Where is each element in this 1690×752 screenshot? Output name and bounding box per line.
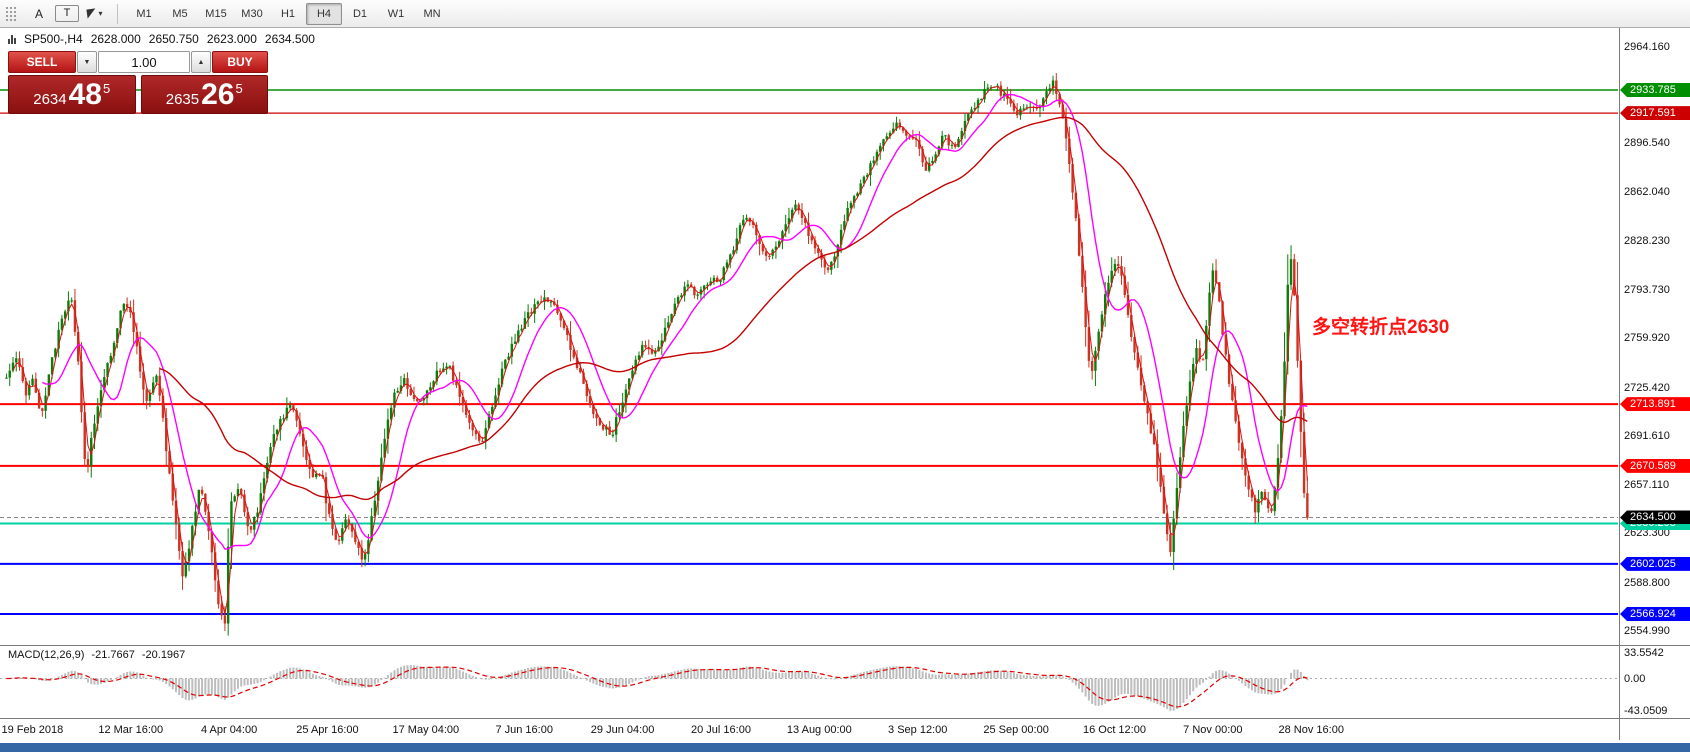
buy-price-display[interactable]: 2635 26 5	[140, 75, 268, 114]
sell-price-main: 2634	[33, 91, 67, 108]
time-axis-label[interactable]: 13 Aug 00:00	[786, 724, 852, 736]
time-axis-label[interactable]: 12 Mar 16:00	[98, 724, 164, 736]
time-axis-label[interactable]: 7 Nov 00:00	[1183, 724, 1243, 736]
sell-price-display[interactable]: 2634 48 5	[8, 75, 136, 114]
time-axis-label[interactable]: 7 Jun 16:00	[495, 724, 553, 736]
price-axis-tick[interactable]: 2554.990	[1624, 625, 1670, 638]
price-level-tag: 2602.025	[1620, 556, 1690, 571]
bottom-strip	[0, 743, 1690, 752]
time-axis-label[interactable]: 3 Sep 12:00	[888, 724, 948, 736]
price-level-tag: 2917.591	[1620, 106, 1690, 121]
time-axis-label[interactable]: 25 Apr 16:00	[296, 724, 359, 736]
price-level-tag: 2933.785	[1620, 83, 1690, 97]
macd-axis-tick[interactable]: 0.00	[1624, 672, 1646, 685]
timeframe-toolbar: M1 M5 M15 M30 H1 H4 D1 W1 MN	[126, 2, 450, 25]
macd-value-signal: -20.1967	[141, 649, 186, 661]
toolbar-grip-icon[interactable]	[5, 5, 18, 22]
ohlc-close: 2634.500	[264, 32, 315, 46]
toolbar: A T ▾ M1 M5 M15 M30 H1 H4 D1 W1 MN	[0, 0, 1690, 28]
macd-title: MACD(12,26,9)	[8, 649, 85, 661]
price-axis-tick[interactable]: 2793.730	[1624, 284, 1670, 297]
caret-up-icon: ▲	[197, 58, 205, 66]
volume-input[interactable]	[98, 51, 190, 73]
time-axis-label[interactable]: 19 Feb 2018	[1, 724, 64, 736]
timeframe-button-mn[interactable]: MN	[423, 7, 441, 20]
price-axis-tick[interactable]: 2896.540	[1624, 137, 1670, 150]
timeframe-button-h1[interactable]: H1	[280, 7, 296, 20]
sell-button[interactable]: SELL	[8, 51, 76, 73]
ohlc-high: 2650.750	[148, 32, 199, 46]
time-axis-label[interactable]: 25 Sep 00:00	[983, 724, 1049, 736]
price-axis-tick[interactable]: 2828.230	[1624, 234, 1670, 247]
timeframe-button-d1[interactable]: D1	[352, 7, 368, 20]
volume-increase-button[interactable]: ▲	[191, 51, 211, 73]
macd-axis-tick[interactable]: 33.5542	[1624, 647, 1664, 660]
annotation-note[interactable]: 多空转折点2630	[1312, 317, 1450, 338]
symbol-header: SP500-,H4 2628.000 2650.750 2623.000 263…	[8, 32, 315, 46]
price-axis-tick[interactable]: 2623.300	[1624, 527, 1670, 540]
timeframe-button-m15[interactable]: M15	[205, 7, 227, 20]
time-axis-label[interactable]: 29 Jun 04:00	[590, 724, 655, 736]
price-level-tag: 2670.589	[1620, 458, 1690, 473]
price-axis-tick[interactable]: 2588.800	[1624, 576, 1670, 589]
time-axis-label[interactable]: 28 Nov 16:00	[1278, 724, 1344, 736]
one-click-trade-panel: SELL ▼ ▲ BUY 2634 48 5 2635 26 5	[8, 51, 268, 114]
label-tool-button[interactable]: A	[34, 6, 43, 21]
timeframe-button-m5[interactable]: M5	[172, 7, 188, 20]
price-level-tag: 2566.924	[1620, 606, 1690, 621]
chart-icon	[8, 34, 16, 44]
price-axis-tick[interactable]: 2964.160	[1624, 40, 1670, 53]
chevron-down-icon: ▾	[98, 9, 103, 18]
ohlc-open: 2628.000	[90, 32, 141, 46]
price-axis-tick[interactable]: 2657.110	[1624, 479, 1670, 492]
timeframe-button-m30[interactable]: M30	[241, 7, 263, 20]
timeframe-button-m1[interactable]: M1	[136, 7, 152, 20]
sell-price-frac: 5	[103, 81, 111, 96]
price-axis-tick[interactable]: 2725.420	[1624, 381, 1670, 394]
price-axis-tick[interactable]: 2862.040	[1624, 186, 1670, 199]
buy-price-pips: 26	[201, 78, 235, 111]
price-axis-tick[interactable]: 2691.610	[1624, 429, 1670, 442]
timeframe-button-w1[interactable]: W1	[387, 7, 405, 20]
symbol-label: SP500-,H4	[24, 32, 83, 46]
text-tool-button[interactable]: T	[55, 5, 79, 22]
time-axis-label[interactable]: 17 May 04:00	[392, 724, 460, 736]
macd-header: MACD(12,26,9) -21.7667 -20.1967	[8, 649, 185, 661]
price-axis-divider	[1619, 28, 1620, 740]
macd-value-main: -21.7667	[91, 649, 135, 661]
macd-panel-divider	[0, 645, 1690, 646]
buy-price-frac: 5	[235, 81, 243, 96]
time-axis-label[interactable]: 16 Oct 12:00	[1082, 724, 1146, 736]
current-price-tag: 2634.500	[1620, 510, 1690, 525]
time-axis-label[interactable]: 4 Apr 04:00	[200, 724, 258, 736]
buy-price-main: 2635	[165, 91, 200, 108]
draw-tool-button[interactable]: ▾	[81, 3, 109, 25]
price-axis-tick[interactable]: 2759.920	[1624, 332, 1670, 345]
volume-decrease-button[interactable]: ▼	[77, 51, 97, 73]
time-axis-label[interactable]: 20 Jul 16:00	[691, 724, 751, 736]
time-axis-divider	[0, 718, 1690, 719]
toolbar-separator	[117, 3, 118, 24]
caret-down-icon: ▼	[83, 58, 91, 66]
macd-axis-tick[interactable]: -43.0509	[1624, 704, 1668, 717]
price-level-tag: 2713.891	[1620, 397, 1690, 412]
cursor-icon	[86, 8, 98, 19]
ohlc-low: 2623.000	[206, 32, 257, 46]
sell-price-pips: 48	[68, 78, 102, 111]
timeframe-button-h4[interactable]: H4	[306, 2, 342, 25]
buy-button[interactable]: BUY	[212, 51, 268, 73]
